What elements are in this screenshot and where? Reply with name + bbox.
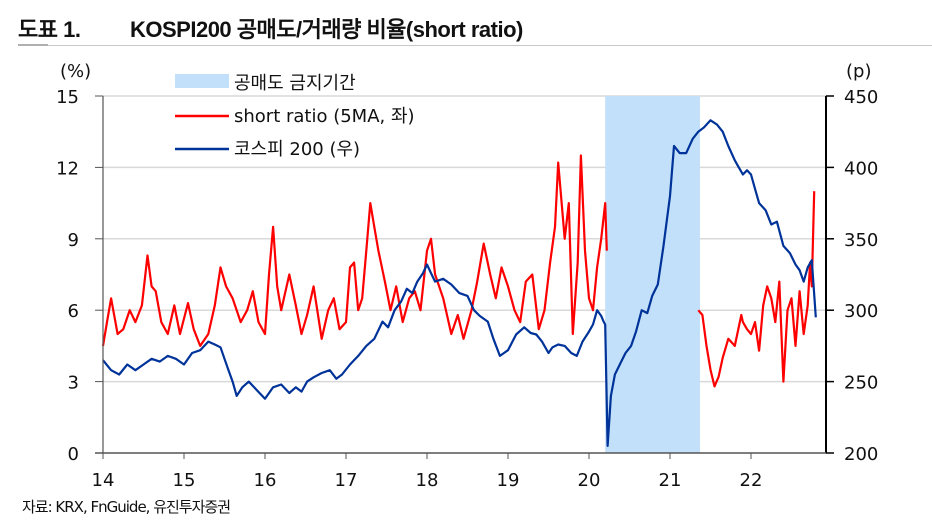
legend-label-short-ratio: short ratio (5MA, 좌) <box>234 106 415 127</box>
right-axis-tick-label: 300 <box>844 301 878 322</box>
left-axis-tick-label: 9 <box>68 230 79 251</box>
ban-period-region <box>605 96 700 453</box>
left-axis-tick-label: 3 <box>68 373 79 394</box>
ban-period-shading <box>605 96 700 453</box>
left-axis-tick-label: 0 <box>68 444 79 465</box>
short-ratio-line <box>697 191 816 388</box>
left-axis-unit: (%) <box>60 61 91 82</box>
x-axis-tick-label: 16 <box>254 470 277 491</box>
x-axis-tick-label: 14 <box>92 470 115 491</box>
figure-title: KOSPI200 공매도/거래량 비율(short ratio) <box>130 17 523 42</box>
left-axis-tick-label: 15 <box>56 87 79 108</box>
right-axis-tick-label: 400 <box>844 158 878 179</box>
x-axis-tick-label: 19 <box>497 470 520 491</box>
series-lines <box>101 119 817 447</box>
gridlines <box>103 95 826 383</box>
x-axis-tick-label: 18 <box>416 470 439 491</box>
x-axis-tick-label: 17 <box>335 470 358 491</box>
title-divider <box>18 45 932 46</box>
x-axis-tick-label: 20 <box>578 470 601 491</box>
source-note: 자료: KRX, FnGuide, 유진투자증권 <box>22 498 231 516</box>
right-axis-tick-label: 250 <box>844 373 878 394</box>
x-axis-tick-label: 21 <box>659 470 682 491</box>
legend-label-ban-period: 공매도 금지기간 <box>234 73 356 94</box>
title-divider-accent <box>18 44 48 46</box>
right-axis-tick-label: 350 <box>844 230 878 251</box>
right-axis-unit: (p) <box>846 61 871 82</box>
x-axis-tick-label: 15 <box>173 470 196 491</box>
legend-swatch-ban-period <box>175 74 229 88</box>
figure-number: 도표 1. <box>18 17 81 42</box>
right-axis-tick-label: 200 <box>844 444 878 465</box>
legend-label-kospi200: 코스피 200 (우) <box>234 139 360 160</box>
kospi200-line <box>102 119 817 447</box>
left-axis-tick-label: 6 <box>68 301 79 322</box>
right-axis-tick-label: 450 <box>844 87 878 108</box>
left-axis-tick-label: 12 <box>56 158 79 179</box>
x-axis-tick-label: 22 <box>740 470 763 491</box>
short-ratio-line <box>101 154 608 347</box>
axes: 0 3 6 9 12 15 200 250 300 350 400 450 14 15 16 17 18 19 20… <box>56 87 878 491</box>
legend: 공매도 금지기간 short ratio (5MA, 좌) 코스피 200 (우… <box>175 73 415 160</box>
